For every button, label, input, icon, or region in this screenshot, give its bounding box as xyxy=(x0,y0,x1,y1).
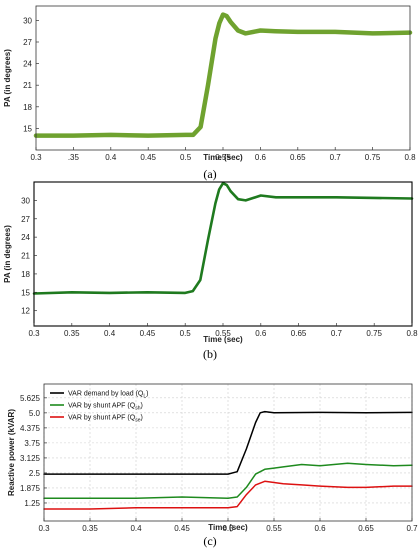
x-tick-label: 0.4 xyxy=(104,329,116,338)
y-axis-label: PA (in degrees) xyxy=(3,49,12,107)
x-tick-label: 0.4 xyxy=(130,524,142,533)
caption-c: (c) xyxy=(203,534,216,548)
x-tick-label: 0.7 xyxy=(331,329,343,338)
y-tick-label: 3.125 xyxy=(20,454,41,463)
series-line-2 xyxy=(43,462,413,499)
legend-label: VAR by shunt APF (Qsh) xyxy=(68,403,143,412)
series-line-3 xyxy=(43,480,413,510)
y-tick-label: 18 xyxy=(23,103,32,112)
x-tick-label: 0.65 xyxy=(290,153,306,162)
x-tick-label: 0.8 xyxy=(404,153,416,162)
y-tick-label: 5.0 xyxy=(29,409,41,418)
x-axis-label: Time (sec) xyxy=(203,153,243,162)
y-tick-label: 12 xyxy=(21,307,30,316)
x-tick-label: 0.6 xyxy=(255,329,267,338)
x-tick-label: 0.55 xyxy=(266,524,282,533)
chart-c: 0.3 0.35 0.4 0.45 0.5 0.55 0.6 0.65 0.7 1.25 1.875… xyxy=(7,383,418,533)
series-line-1 xyxy=(43,410,413,475)
y-tick-label: 27 xyxy=(23,38,32,47)
x-tick-label: 0.5 xyxy=(222,524,234,533)
x-tick-label: 0.6 xyxy=(314,524,326,533)
y-tick-label: 2.5 xyxy=(29,469,41,478)
series-line-1 xyxy=(32,181,414,295)
x-tick-label: 0.75 xyxy=(366,329,382,338)
x-tick-label: 0.55 xyxy=(215,153,231,162)
caption-a: (a) xyxy=(203,167,216,181)
x-tick-label: 0.75 xyxy=(365,153,381,162)
plot-frame xyxy=(35,5,411,151)
x-tick-label: 0.45 xyxy=(140,153,156,162)
y-tick-label: 21 xyxy=(21,252,30,261)
x-tick-label: 0.8 xyxy=(406,329,418,338)
y-tick-label: 30 xyxy=(21,196,30,205)
legend-label: VAR demand by load (QL) xyxy=(68,391,148,400)
caption-b: (b) xyxy=(203,347,217,361)
x-tick-label: 0.35 xyxy=(82,524,98,533)
series-line-1 xyxy=(33,12,413,138)
y-axis-label: PA (in degrees) xyxy=(3,225,12,283)
y-tick-label: 1.25 xyxy=(24,499,40,508)
x-tick-label: 0.5 xyxy=(180,329,192,338)
y-tick-label: 18 xyxy=(21,270,30,279)
legend: VAR demand by load (QL) VAR by shunt APF … xyxy=(50,391,148,424)
y-tick-label: 15 xyxy=(23,124,32,133)
x-tick-label: 0.55 xyxy=(215,329,231,338)
y-tick-label: 21 xyxy=(23,81,32,90)
x-tick-label: 0.3 xyxy=(38,524,50,533)
x-tick-label: 0.3 xyxy=(28,329,40,338)
y-tick-label: 27 xyxy=(21,215,30,224)
legend-label: VAR by shunt APF (Qse) xyxy=(68,415,143,424)
x-axis-label: Time (sec) xyxy=(208,523,248,532)
x-tick-label: 0.4 xyxy=(105,153,117,162)
y-tick-label: 30 xyxy=(23,16,32,25)
x-tick-label: 0.65 xyxy=(358,524,374,533)
x-tick-label: 0.45 xyxy=(140,329,156,338)
x-tick-label: 0.45 xyxy=(174,524,190,533)
chart-a: 0.3 .35 0.4 0.45 0.5 0.55 0.6 0.65 0.7 0.75 0.8 15 1… xyxy=(3,5,416,162)
y-tick-label: 24 xyxy=(21,233,30,242)
x-tick-label: 0.65 xyxy=(291,329,307,338)
y-axis-label: Reactive power (kVAR) xyxy=(7,409,16,496)
x-axis-label: Time (sec) xyxy=(203,335,243,344)
y-tick-label: 24 xyxy=(23,60,32,69)
y-tick-label: 15 xyxy=(21,288,30,297)
y-tick-label: 4.375 xyxy=(20,424,41,433)
x-tick-label: 0.3 xyxy=(30,153,42,162)
chart-b: 0.3 0.35 0.4 0.45 0.5 0.55 0.6 0.65 0.7 0.75 0.8 12… xyxy=(3,181,418,344)
x-tick-label: 0.7 xyxy=(330,153,342,162)
x-tick-label: 0.6 xyxy=(255,153,267,162)
y-tick-label: 1.875 xyxy=(20,484,41,493)
x-tick-label: 0.7 xyxy=(406,524,418,533)
y-tick-label: 3.75 xyxy=(24,439,40,448)
y-tick-label: 5.625 xyxy=(20,394,41,403)
x-tick-label: .35 xyxy=(68,153,80,162)
plot-frame xyxy=(33,181,413,327)
x-tick-label: 0.35 xyxy=(64,329,80,338)
x-tick-label: 0.5 xyxy=(180,153,192,162)
